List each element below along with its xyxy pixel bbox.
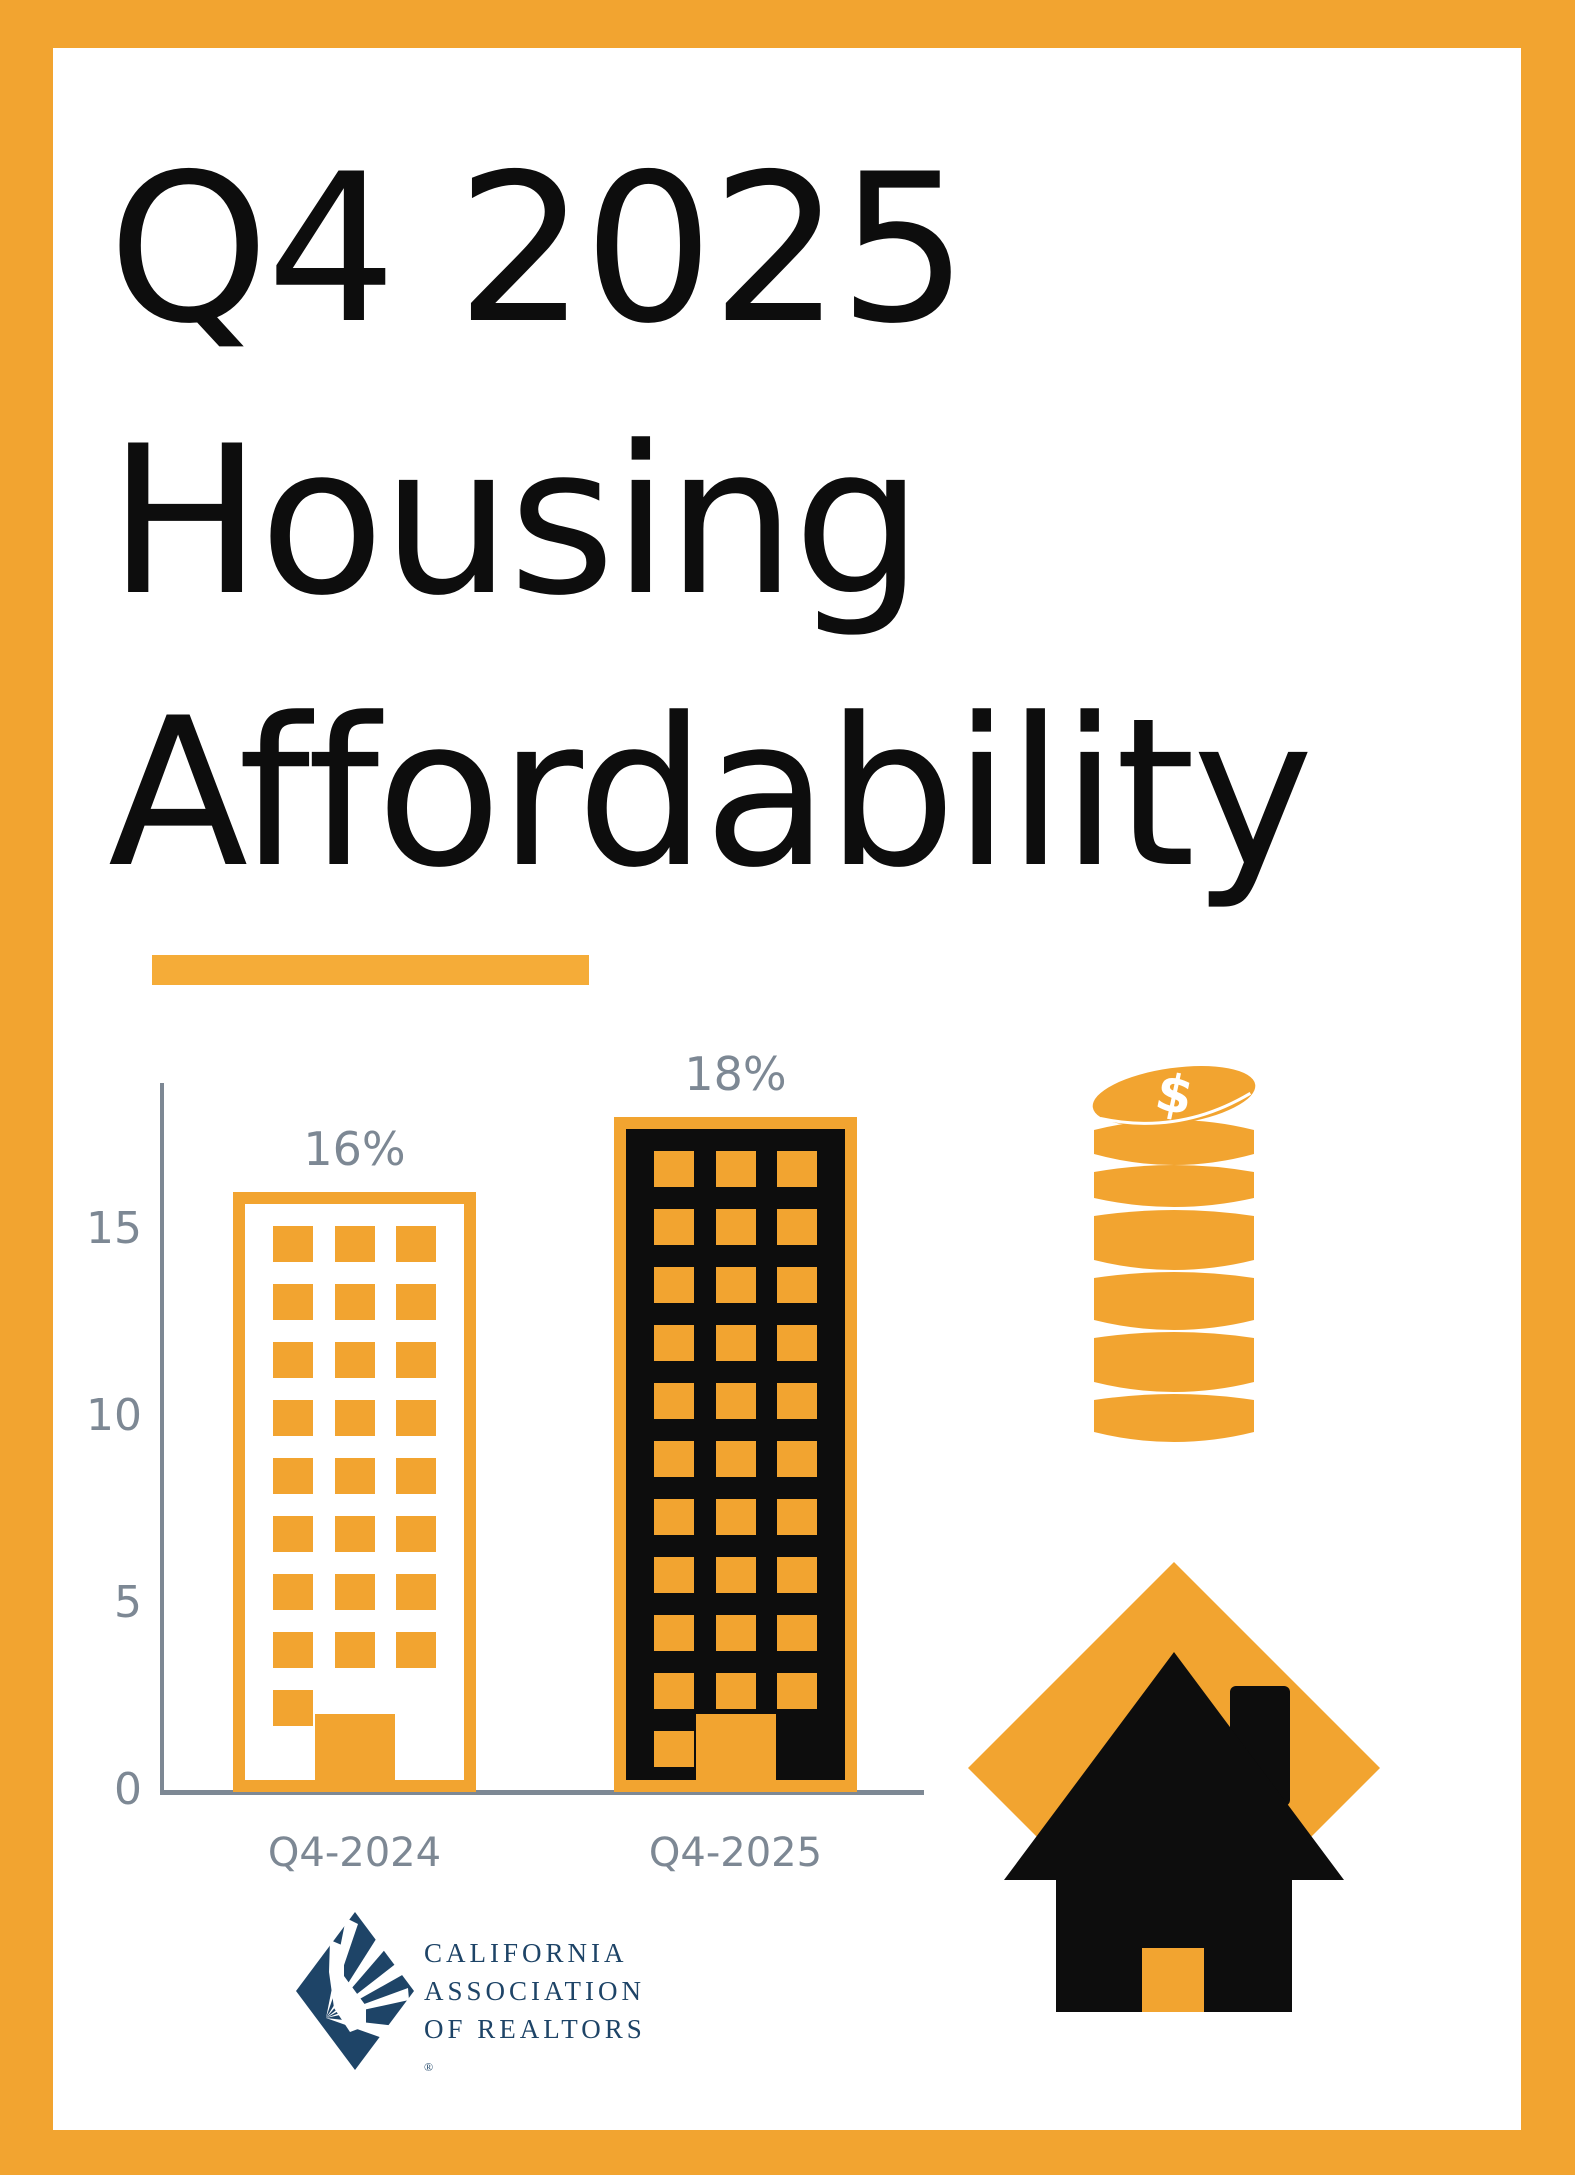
building-window	[777, 1441, 817, 1477]
building-window	[334, 1342, 375, 1378]
x-category-label-Q4-2024: Q4-2024	[267, 1830, 442, 1876]
bar-building-Q4-2025	[614, 1117, 857, 1792]
page-title-line3: Affordability	[108, 675, 1314, 913]
building-window	[715, 1383, 756, 1419]
building-door	[314, 1714, 395, 1780]
coin-stack-icon: $	[1090, 1062, 1258, 1454]
building-window	[654, 1151, 694, 1187]
building-window	[273, 1458, 313, 1494]
building-window	[396, 1632, 436, 1668]
y-tick-label-10: 10	[86, 1390, 142, 1441]
bar-value-label-Q4-2024: 16%	[303, 1122, 406, 1176]
building-window	[777, 1267, 817, 1303]
building-window	[715, 1615, 756, 1651]
building-window	[396, 1574, 436, 1610]
building-window	[396, 1284, 436, 1320]
building-window	[334, 1458, 375, 1494]
car-logo-mark	[296, 1912, 414, 2070]
car-logo-line2: ASSOCIATION	[424, 1976, 646, 2006]
building-window	[654, 1557, 694, 1593]
house-door	[1142, 1948, 1204, 2012]
house-icon	[962, 1560, 1386, 2012]
building-window	[777, 1383, 817, 1419]
building-window	[715, 1557, 756, 1593]
building-window	[273, 1400, 313, 1436]
building-window	[777, 1151, 817, 1187]
building-window	[654, 1731, 694, 1767]
building-window	[654, 1209, 694, 1245]
y-tick-label-0: 0	[114, 1764, 142, 1815]
y-tick-label-5: 5	[114, 1577, 142, 1628]
car-logo-svg	[296, 1912, 414, 2070]
bar-building-Q4-2024	[233, 1192, 476, 1792]
building-window	[777, 1557, 817, 1593]
building-window	[396, 1458, 436, 1494]
building-window	[396, 1400, 436, 1436]
building-window	[273, 1226, 313, 1262]
building-window	[273, 1516, 313, 1552]
building-window	[273, 1284, 313, 1320]
building-window	[715, 1441, 756, 1477]
building-window	[273, 1690, 313, 1726]
building-windows	[626, 1129, 845, 1780]
building-window	[334, 1632, 375, 1668]
building-window	[777, 1615, 817, 1651]
building-window	[334, 1516, 375, 1552]
building-window	[715, 1267, 756, 1303]
building-windows	[245, 1204, 464, 1780]
page-title-line1: Q4 2025	[108, 131, 969, 369]
page-title: Q4 2025 Housing Affordability	[108, 114, 1448, 930]
title-underline-accent	[152, 955, 589, 985]
building-window	[777, 1673, 817, 1709]
building-window	[777, 1209, 817, 1245]
building-window	[654, 1673, 694, 1709]
car-logo-line1: CALIFORNIA	[424, 1938, 628, 1968]
car-logo-text: CALIFORNIA ASSOCIATION OF REALTORS ®	[424, 1934, 646, 2091]
building-window	[654, 1499, 694, 1535]
coin-stack-svg: $	[1092, 1062, 1256, 1442]
building-window	[654, 1267, 694, 1303]
building-window	[777, 1499, 817, 1535]
building-window	[777, 1325, 817, 1361]
building-door	[695, 1714, 776, 1780]
building-window	[396, 1516, 436, 1552]
building-window	[654, 1383, 694, 1419]
building-window	[334, 1284, 375, 1320]
building-window	[396, 1226, 436, 1262]
house-silhouette	[1004, 1652, 1344, 2012]
building-window	[334, 1400, 375, 1436]
building-window	[273, 1632, 313, 1668]
bar-value-label-Q4-2025: 18%	[684, 1047, 787, 1101]
building-window	[334, 1574, 375, 1610]
building-window	[715, 1209, 756, 1245]
x-category-label-Q4-2025: Q4-2025	[648, 1830, 823, 1876]
building-window	[273, 1574, 313, 1610]
california-state-shape	[329, 1940, 366, 2032]
building-window	[654, 1615, 694, 1651]
building-window	[715, 1151, 756, 1187]
building-window	[715, 1673, 756, 1709]
house-svg	[968, 1562, 1380, 2012]
x-axis-line	[160, 1790, 924, 1795]
car-logo-line3: OF REALTORS ®	[424, 2014, 646, 2074]
registered-mark: ®	[424, 2060, 434, 2074]
building-window	[273, 1342, 313, 1378]
y-axis-line	[160, 1083, 164, 1794]
building-window	[396, 1342, 436, 1378]
building-window	[654, 1441, 694, 1477]
y-tick-label-15: 15	[86, 1203, 142, 1254]
building-window	[334, 1226, 375, 1262]
building-window	[654, 1325, 694, 1361]
building-window	[715, 1325, 756, 1361]
building-window	[715, 1499, 756, 1535]
page-title-line2: Housing	[108, 403, 923, 641]
